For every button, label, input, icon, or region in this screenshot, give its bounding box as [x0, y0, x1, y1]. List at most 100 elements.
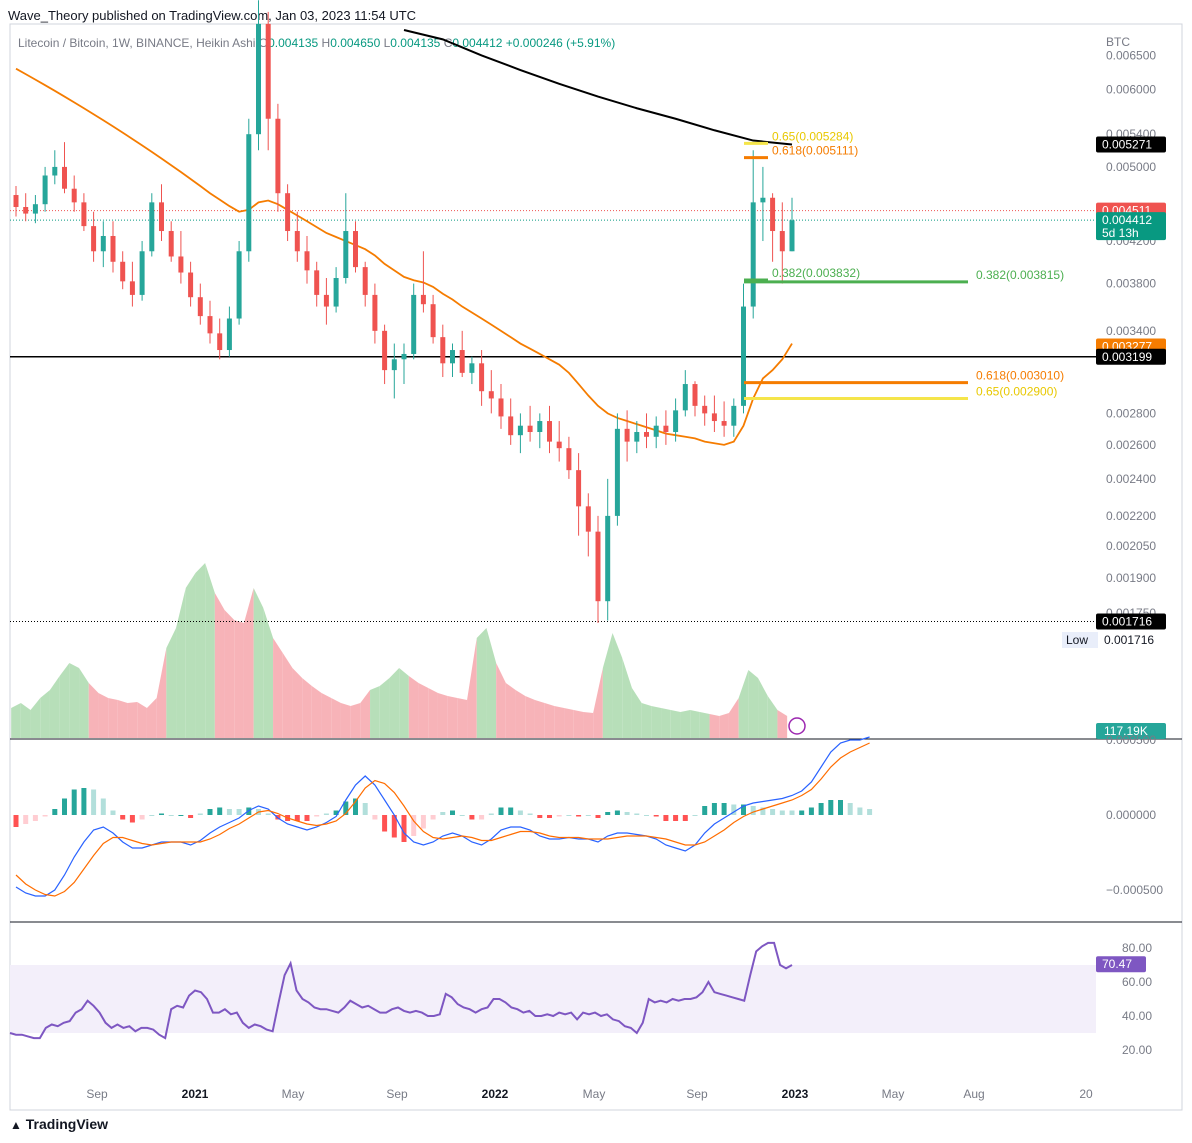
macd-histogram-bar: [450, 810, 455, 815]
macd-y-tick: 0.000000: [1106, 808, 1156, 822]
rsi-badge: [1096, 956, 1146, 973]
volume-area-segment: [399, 668, 409, 738]
volume-area-segment: [699, 712, 710, 738]
macd-histogram-bar: [508, 807, 514, 815]
volume-badge: [1096, 723, 1166, 739]
volume-area-segment: [447, 696, 458, 738]
volume-area-segment: [525, 696, 535, 738]
macd-histogram-bar: [624, 812, 630, 815]
legend-high-label: H: [321, 36, 331, 50]
candle-body: [547, 421, 552, 442]
macd-histogram-bar: [789, 810, 795, 815]
macd-histogram-bar: [479, 815, 485, 820]
candle-body: [353, 231, 358, 268]
candle-body: [634, 432, 640, 442]
macd-histogram-bar: [91, 789, 97, 815]
low-marker-value: 0.001716: [1104, 633, 1154, 647]
rsi-band: [10, 965, 1096, 1033]
tradingview-label: TradingView: [25, 1116, 108, 1132]
x-axis-tick: May: [282, 1087, 305, 1101]
volume-area-segment: [661, 708, 671, 738]
macd-y-tick: −0.000500: [1106, 883, 1163, 897]
volume-area-segment: [573, 710, 584, 738]
macd-histogram-bar: [207, 809, 213, 815]
candle-body: [168, 231, 174, 257]
candle-body: [440, 337, 446, 364]
macd-histogram-bar: [120, 815, 126, 820]
macd-histogram-bar: [226, 809, 232, 815]
volume-area-segment: [195, 563, 206, 738]
macd-histogram-bar: [129, 815, 135, 823]
x-axis-tick: 2022: [482, 1087, 509, 1101]
macd-histogram-bar: [71, 789, 77, 815]
rsi-y-tick: 40.00: [1122, 1009, 1152, 1023]
candle-body: [653, 425, 659, 437]
candle-body: [265, 23, 271, 119]
legend-low-value: 0.004135: [390, 36, 441, 50]
macd-histogram-bar: [62, 798, 67, 815]
candle-body: [314, 270, 320, 295]
volume-area-segment: [49, 676, 60, 738]
candle-body: [23, 207, 29, 214]
volume-area-segment: [680, 710, 691, 738]
price-badge: [1096, 136, 1166, 153]
candle-body: [323, 294, 329, 307]
candle-body: [595, 531, 601, 602]
macd-histogram-bar: [265, 813, 271, 815]
volume-area-segment: [108, 698, 118, 738]
volume-area-segment: [185, 573, 196, 738]
macd-histogram-bar: [188, 815, 194, 818]
macd-histogram-bar: [159, 813, 164, 815]
macd-histogram-bar: [605, 812, 611, 815]
price-badge-value: 0.001716: [1102, 615, 1152, 629]
candle-body: [294, 231, 300, 252]
candle-body: [362, 267, 368, 295]
macd-histogram-bar: [818, 803, 824, 815]
macd-histogram-bar: [168, 815, 174, 816]
volume-area-segment: [30, 698, 41, 738]
macd-histogram-bar: [547, 815, 552, 818]
macd-histogram-bar: [372, 815, 378, 820]
price-y-tick: 0.003400: [1106, 324, 1156, 338]
macd-histogram-bar: [420, 815, 426, 829]
macd-histogram-bar: [585, 815, 591, 816]
price-y-tick: 0.005000: [1106, 160, 1156, 174]
tradingview-brand[interactable]: ▲ TradingView: [10, 1116, 108, 1132]
macd-histogram-bar: [828, 800, 834, 815]
candle-body: [13, 195, 19, 208]
volume-area-segment: [205, 563, 215, 738]
volume-area-segment: [292, 668, 303, 738]
candle-body: [139, 251, 145, 295]
macd-histogram-bar: [808, 807, 814, 815]
volume-area-segment: [40, 690, 50, 738]
volume-area-segment: [534, 700, 545, 738]
currency-label: BTC: [1106, 35, 1130, 49]
volume-area-segment: [651, 706, 662, 738]
candle-body: [343, 231, 349, 279]
volume-area-segment: [117, 700, 128, 738]
macd-histogram-bar: [197, 813, 203, 815]
candle-body: [692, 384, 698, 406]
macd-histogram-bar: [294, 815, 300, 821]
volume-area-segment: [505, 683, 516, 738]
candle-body: [304, 251, 310, 271]
price-y-tick: 0.006500: [1106, 48, 1156, 62]
volume-area-segment: [602, 633, 613, 738]
candle-body: [382, 330, 388, 371]
macd-histogram-bar: [770, 809, 776, 815]
candle-body: [537, 421, 543, 433]
macd-histogram-bar: [81, 788, 87, 815]
volume-area-segment: [670, 710, 681, 738]
macd-histogram-bar: [779, 810, 785, 815]
macd-histogram-bar: [682, 815, 688, 821]
fib-level-label: 0.382(0.003815): [976, 268, 1064, 282]
candle-body: [52, 166, 58, 176]
candle-body: [120, 261, 126, 282]
volume-area-segment: [748, 670, 759, 738]
candle-body: [721, 421, 727, 426]
candle-body: [711, 413, 717, 422]
macd-histogram-bar: [644, 815, 649, 816]
candle-body: [226, 318, 232, 351]
